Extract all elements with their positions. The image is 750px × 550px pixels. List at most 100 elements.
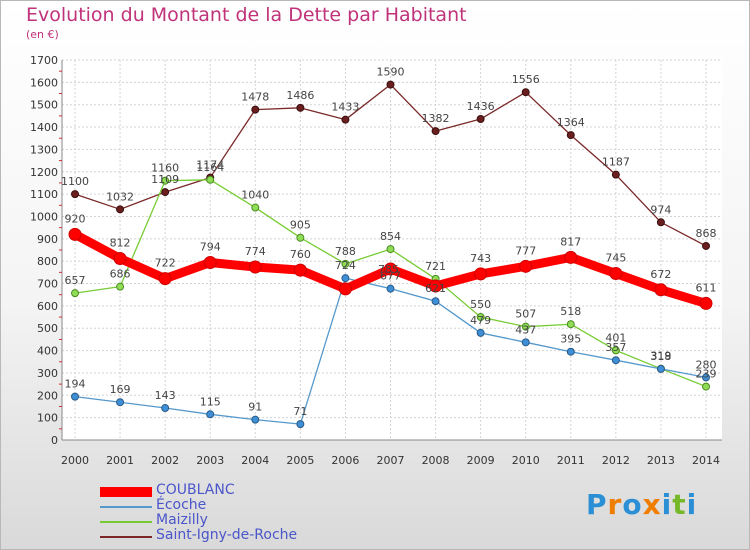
data-point <box>341 115 350 124</box>
data-label: 1109 <box>151 173 179 186</box>
data-label: 745 <box>605 251 626 264</box>
data-label: 611 <box>696 281 717 294</box>
data-point <box>519 259 533 273</box>
data-label: 319 <box>650 350 671 363</box>
data-label: 1486 <box>286 89 314 102</box>
chart-subtitle: (en €) <box>26 28 59 41</box>
data-point <box>431 297 440 306</box>
data-point <box>431 127 440 136</box>
y-tick-label: 1000 <box>30 210 58 223</box>
legend-swatch <box>100 536 152 538</box>
data-point <box>566 347 575 356</box>
brand-letter: o <box>622 488 643 521</box>
brand-letter: i <box>661 488 673 521</box>
data-point <box>296 233 305 242</box>
x-tick-label: 2005 <box>286 454 314 467</box>
data-label: 905 <box>290 219 311 232</box>
data-label-extra: 785 <box>378 263 399 276</box>
data-point <box>521 322 530 331</box>
data-point <box>338 282 352 296</box>
data-point <box>699 296 713 310</box>
data-point <box>611 170 620 179</box>
data-label: 1040 <box>241 189 269 202</box>
data-label: 143 <box>155 389 176 402</box>
data-point <box>609 266 623 280</box>
data-label: 115 <box>200 395 221 408</box>
data-point <box>68 227 82 241</box>
data-point <box>566 131 575 140</box>
brand-letter: t <box>672 488 687 521</box>
data-label: 1164 <box>196 161 224 174</box>
data-point <box>251 203 260 212</box>
legend-swatch <box>100 487 152 497</box>
x-tick-label: 2003 <box>196 454 224 467</box>
data-label: 812 <box>110 236 131 249</box>
data-label: 794 <box>200 241 221 254</box>
y-tick-label: 1300 <box>30 143 58 156</box>
x-tick-label: 2000 <box>61 454 89 467</box>
data-point <box>386 245 395 254</box>
data-point <box>293 263 307 277</box>
data-point <box>251 105 260 114</box>
y-tick-label: 200 <box>37 389 58 402</box>
data-label: 777 <box>515 244 536 257</box>
data-point <box>566 320 575 329</box>
data-label: 91 <box>248 401 262 414</box>
y-tick-label: 800 <box>37 255 58 268</box>
data-point <box>116 282 125 291</box>
y-tick-label: 500 <box>37 322 58 335</box>
legend-swatch <box>100 521 152 523</box>
data-label: 1364 <box>557 116 585 129</box>
data-label: 550 <box>470 298 491 311</box>
data-label: 817 <box>560 235 581 248</box>
data-point <box>341 274 350 283</box>
legend-label: Saint-Igny-de-Roche <box>156 527 298 543</box>
data-label: 280 <box>696 358 717 371</box>
data-point <box>386 284 395 293</box>
x-tick-label: 2012 <box>602 454 630 467</box>
x-tick-label: 2010 <box>512 454 540 467</box>
x-tick-label: 2011 <box>557 454 585 467</box>
data-point <box>116 205 125 214</box>
x-tick-label: 2008 <box>422 454 450 467</box>
y-tick-label: 1500 <box>30 99 58 112</box>
data-point <box>116 398 125 407</box>
data-label: 1100 <box>61 175 89 188</box>
y-tick-label: 1600 <box>30 76 58 89</box>
data-label: 1174 <box>196 159 224 172</box>
legend-label: COUBLANC <box>156 482 235 498</box>
legend-label: Écoche <box>156 497 207 513</box>
y-tick-label: 400 <box>37 345 58 358</box>
brand-letter: i <box>686 488 698 521</box>
data-label: 724 <box>335 259 356 272</box>
brand-letter: P <box>586 488 608 521</box>
data-point <box>474 267 488 281</box>
y-tick-label: 1200 <box>30 166 58 179</box>
data-label: 437 <box>515 323 536 336</box>
data-label: 1478 <box>241 91 269 104</box>
data-label: 760 <box>290 248 311 261</box>
data-label: 318 <box>650 350 671 363</box>
data-point <box>702 241 710 250</box>
y-tick-label: 0 <box>51 434 58 447</box>
data-label: 239 <box>696 368 717 381</box>
data-label: 721 <box>425 260 446 273</box>
data-label: 974 <box>650 203 671 216</box>
data-point <box>206 175 215 184</box>
data-point <box>476 328 485 337</box>
data-point <box>521 338 530 347</box>
y-tick-label: 300 <box>37 367 58 380</box>
data-label: 621 <box>425 282 446 295</box>
data-label: 1032 <box>106 190 134 203</box>
y-tick-label: 100 <box>37 412 58 425</box>
y-tick-label: 1700 <box>30 54 58 67</box>
data-label: 868 <box>696 227 717 240</box>
y-tick-label: 600 <box>37 300 58 313</box>
data-point <box>71 289 79 298</box>
x-tick-label: 2006 <box>331 454 359 467</box>
data-point <box>206 410 215 419</box>
data-point <box>296 103 305 112</box>
x-tick-label: 2007 <box>377 454 405 467</box>
x-tick-label: 2004 <box>241 454 269 467</box>
data-label: 1187 <box>602 156 630 169</box>
